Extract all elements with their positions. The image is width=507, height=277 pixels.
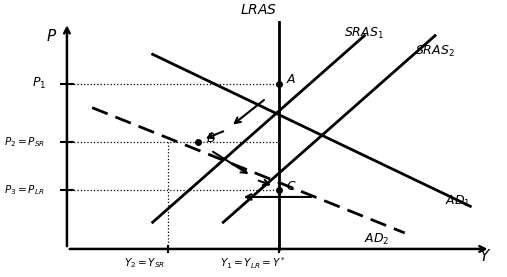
Text: $LRAS$: $LRAS$ bbox=[240, 3, 277, 17]
Text: $Y_2{=}Y_{SR}$: $Y_2{=}Y_{SR}$ bbox=[124, 256, 166, 270]
Text: $SRAS_2$: $SRAS_2$ bbox=[415, 44, 455, 59]
Text: $Y$: $Y$ bbox=[479, 248, 492, 264]
Text: $Y_1{=}Y_{LR}{=}Y^*$: $Y_1{=}Y_{LR}{=}Y^*$ bbox=[221, 255, 286, 271]
Text: $A$: $A$ bbox=[286, 73, 297, 86]
Text: $P_3{=}P_{LR}$: $P_3{=}P_{LR}$ bbox=[4, 183, 45, 197]
Text: $SRAS_1$: $SRAS_1$ bbox=[344, 25, 384, 40]
Text: $C$: $C$ bbox=[286, 180, 297, 193]
Text: $AD_2$: $AD_2$ bbox=[365, 232, 390, 247]
Text: $AD_1$: $AD_1$ bbox=[445, 193, 470, 209]
Text: $P_2{=}P_{SR}$: $P_2{=}P_{SR}$ bbox=[4, 135, 45, 149]
Text: $P$: $P$ bbox=[46, 28, 57, 44]
Text: $P_1$: $P_1$ bbox=[32, 76, 46, 91]
Text: $B$: $B$ bbox=[206, 132, 215, 145]
